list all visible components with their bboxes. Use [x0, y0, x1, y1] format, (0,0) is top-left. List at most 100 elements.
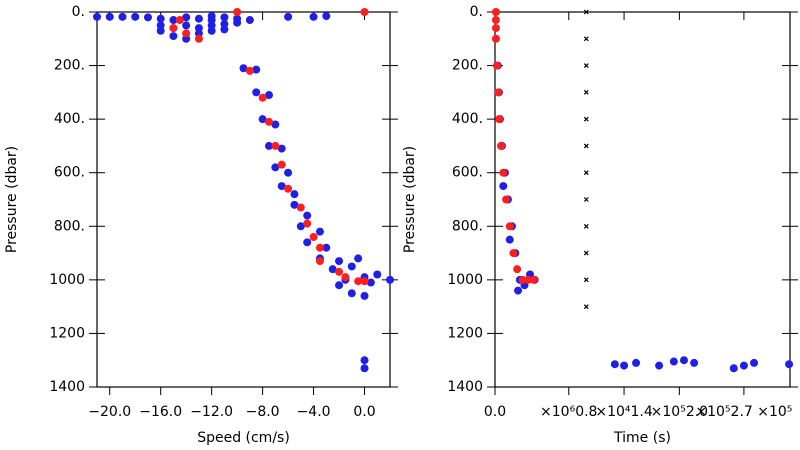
point [360, 291, 369, 300]
point [315, 227, 324, 236]
point [271, 163, 280, 172]
point [182, 13, 191, 22]
point [505, 235, 514, 244]
y-tick-label: 1000 [49, 272, 85, 288]
point [175, 16, 184, 25]
y-tick-label: 1200 [447, 325, 483, 341]
x-marker [583, 197, 589, 202]
point [491, 24, 500, 33]
x-marker [583, 9, 589, 15]
y-axis-title: Pressure (dbar) [4, 146, 20, 253]
point [309, 233, 318, 241]
point [690, 358, 699, 367]
x-tick-label: −16.0 [139, 404, 182, 420]
point [156, 14, 165, 23]
point [729, 364, 738, 373]
point [502, 195, 511, 204]
point [271, 141, 280, 150]
x-axis-title: Time (s) [613, 430, 671, 446]
point [258, 93, 267, 102]
x-tick-label: ×10⁵2.0 [651, 404, 708, 420]
y-tick-label: 1400 [447, 379, 483, 395]
point [264, 141, 273, 150]
point [322, 243, 331, 252]
point [264, 91, 273, 100]
point [182, 21, 191, 30]
point [220, 13, 229, 22]
y-tick-label: 600. [54, 165, 85, 181]
y-tick-label: 400. [54, 111, 85, 127]
point [258, 115, 267, 124]
point [347, 262, 356, 271]
point [679, 356, 688, 365]
point [491, 8, 500, 16]
y-tick-label: 1200 [49, 325, 85, 341]
x-tick-label: ×10⁵2.7 ×10⁵ [695, 404, 792, 420]
point [610, 360, 619, 369]
point [655, 361, 664, 370]
y-tick-label: 600. [452, 165, 483, 181]
y-tick-label: 1000 [447, 272, 483, 288]
point [118, 12, 127, 21]
y-tick-label: 200. [54, 58, 85, 74]
x-marker [583, 304, 589, 310]
point [499, 168, 508, 177]
x-tick-label: −8.0 [246, 404, 280, 420]
point [296, 203, 305, 212]
point [347, 289, 356, 298]
point [264, 117, 273, 126]
point [386, 275, 394, 284]
point [296, 222, 305, 231]
point [495, 115, 504, 124]
point [290, 200, 299, 209]
point [315, 257, 324, 266]
x-marker [583, 277, 589, 283]
point [335, 257, 344, 266]
x-tick-label: −20.0 [88, 404, 131, 420]
point [328, 265, 337, 274]
point [632, 358, 641, 367]
point [284, 184, 293, 193]
point [194, 14, 203, 23]
x-marker [583, 223, 589, 229]
point [169, 16, 178, 25]
point [524, 275, 533, 284]
point [239, 64, 248, 73]
x-marker [583, 143, 589, 149]
point [93, 12, 101, 21]
point [750, 358, 759, 367]
point [207, 26, 216, 35]
plot-frame [96, 11, 391, 388]
point [277, 160, 286, 169]
point [335, 281, 344, 290]
x-tick-label: 0.0 [353, 404, 375, 420]
point [620, 361, 629, 370]
point [303, 219, 312, 228]
point [303, 211, 312, 220]
point [518, 275, 527, 284]
point [233, 18, 242, 27]
point [360, 277, 369, 286]
x-marker [583, 36, 589, 42]
point [354, 254, 363, 263]
x-tick-label: 0.0 [484, 404, 506, 420]
point [169, 32, 178, 41]
x-marker [583, 89, 589, 95]
point [494, 88, 503, 97]
point [277, 182, 286, 191]
point [354, 277, 363, 286]
x-axis-title: Speed (cm/s) [197, 430, 290, 446]
point [303, 238, 312, 247]
point [341, 273, 350, 282]
point [360, 8, 369, 16]
point [245, 66, 254, 75]
point [207, 12, 216, 21]
point [105, 12, 114, 21]
point [335, 267, 344, 276]
point [271, 120, 280, 129]
point [156, 26, 165, 35]
x-tick-label: −12.0 [190, 404, 233, 420]
x-marker [583, 116, 589, 122]
point [739, 361, 748, 370]
